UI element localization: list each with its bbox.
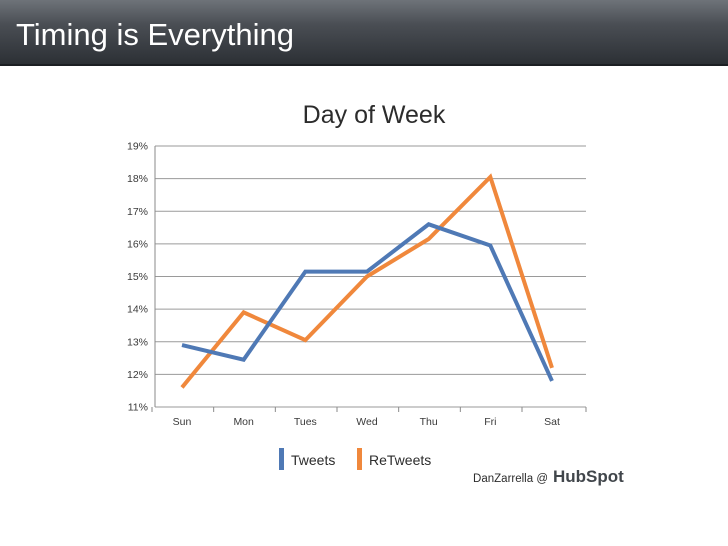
chart-title: Day of Week [303,101,446,129]
y-tick-label: 11% [128,402,148,414]
series-line-retweets [180,173,554,389]
gridlines [154,145,586,408]
x-axis-ticks: Sun Mon Tues Wed Thu Fri Sat [151,407,587,428]
hubspot-logo: HubSpot [553,467,624,486]
legend-swatch [279,448,284,470]
x-tick-label: Sat [544,416,560,428]
credit: DanZarrella @ HubSpot [473,467,624,486]
slide-title-bar: Timing is Everything [0,0,728,66]
credit-author: DanZarrella @ [473,473,548,485]
series-lines [180,173,554,389]
x-tick-label: Tues [294,416,317,428]
legend-label: ReTweets [369,452,431,468]
x-tick-label: Thu [420,416,438,428]
legend-swatch [357,448,362,470]
y-tick-label: 17% [127,206,148,218]
y-axis-ticks: 11% 12% 13% 14% 15% 16% 17% 18% 19% [127,141,148,414]
y-tick-label: 14% [127,304,148,316]
legend-label: Tweets [291,452,335,468]
y-tick-label: 16% [127,238,148,250]
y-tick-label: 18% [127,173,148,185]
x-tick-label: Mon [233,416,254,428]
x-tick-label: Fri [484,416,496,428]
y-tick-label: 12% [127,369,148,381]
y-tick-label: 15% [127,271,148,283]
legend: Tweets ReTweets [279,448,431,470]
y-tick-label: 13% [127,336,148,348]
y-tick-label: 19% [127,141,148,153]
slide-title: Timing is Everything [16,17,294,52]
x-tick-label: Sun [173,416,192,428]
series-line-tweets [181,222,554,382]
x-tick-label: Wed [356,416,378,428]
